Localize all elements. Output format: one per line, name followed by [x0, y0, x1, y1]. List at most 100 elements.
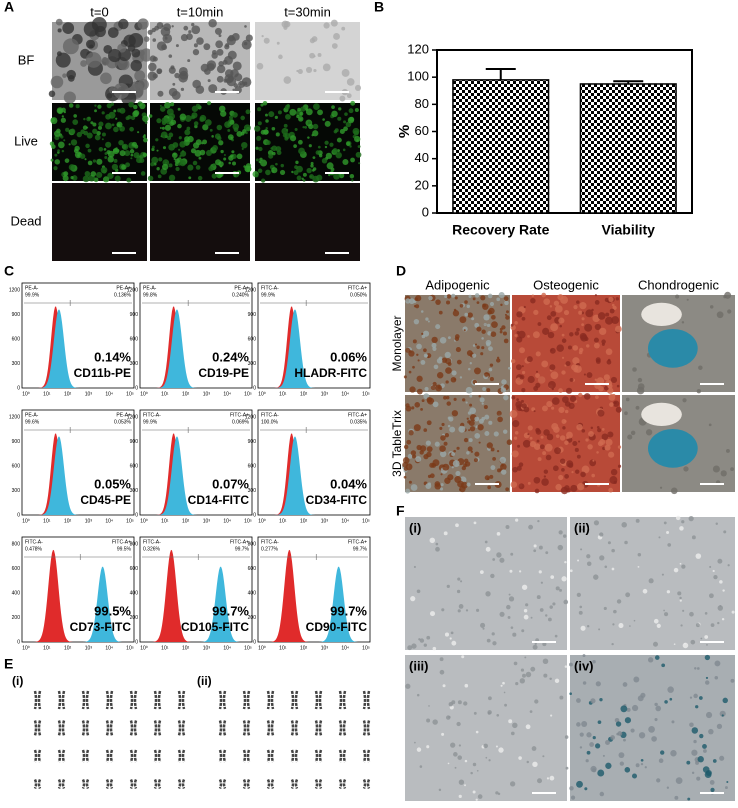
texture	[440, 483, 444, 487]
texture	[416, 693, 420, 697]
texture	[54, 159, 61, 165]
texture	[552, 602, 556, 606]
texture	[520, 668, 525, 672]
texture	[164, 102, 171, 109]
texture	[485, 546, 491, 552]
texture	[410, 450, 417, 456]
texture	[84, 170, 91, 177]
texture	[582, 681, 587, 685]
texture	[416, 747, 422, 752]
texture	[465, 609, 469, 612]
texture	[435, 546, 440, 552]
texture	[98, 147, 104, 152]
texture	[545, 551, 549, 555]
texture	[436, 371, 444, 379]
texture	[48, 90, 56, 98]
texture	[549, 677, 552, 681]
texture	[216, 75, 224, 83]
texture	[537, 322, 542, 326]
texture	[432, 719, 438, 725]
texture	[578, 392, 583, 398]
texture	[551, 406, 555, 410]
texture	[256, 135, 262, 141]
texture	[168, 113, 176, 120]
texture	[559, 324, 562, 328]
chromosome	[129, 720, 138, 736]
micrograph	[147, 101, 252, 182]
x-tick-label: 10⁵	[244, 645, 252, 651]
texture	[169, 121, 174, 126]
texture	[543, 429, 550, 436]
y-tick-label: 600	[12, 337, 21, 343]
texture	[285, 113, 291, 120]
chromosome	[314, 749, 323, 763]
texture	[625, 397, 630, 402]
gate-label: FITC-A-	[261, 539, 279, 545]
texture	[496, 358, 501, 363]
texture	[94, 134, 101, 141]
texture	[488, 346, 493, 352]
texture	[458, 488, 462, 492]
texture	[423, 428, 428, 432]
texture	[96, 158, 103, 165]
y-tick-label: 1200	[127, 415, 138, 421]
texture	[85, 143, 90, 149]
texture	[152, 56, 158, 62]
texture	[675, 294, 680, 299]
texture	[432, 401, 439, 408]
texture	[477, 794, 483, 799]
chromosome	[218, 749, 227, 763]
texture	[648, 578, 654, 584]
texture	[316, 174, 323, 181]
texture	[609, 402, 614, 407]
gate-percent: 99.6%	[25, 419, 40, 425]
texture	[297, 139, 303, 145]
texture	[307, 121, 311, 125]
texture	[659, 486, 663, 489]
texture	[561, 333, 565, 337]
texture	[161, 25, 164, 28]
texture	[125, 162, 131, 168]
texture	[174, 158, 180, 164]
texture	[188, 30, 192, 34]
texture	[423, 353, 428, 358]
texture	[521, 316, 526, 321]
texture	[122, 143, 129, 150]
texture	[101, 132, 106, 137]
texture	[330, 19, 338, 27]
texture	[312, 130, 319, 137]
texture	[537, 519, 540, 523]
x-tick-label: 10¹	[161, 518, 169, 524]
texture	[403, 466, 408, 471]
texture	[205, 119, 212, 126]
texture	[414, 741, 416, 744]
texture	[474, 433, 481, 439]
texture	[225, 43, 230, 48]
y-tick-label: 400	[12, 591, 21, 597]
texture	[190, 148, 197, 154]
texture	[454, 476, 462, 484]
texture	[713, 575, 718, 580]
texture	[349, 116, 355, 122]
chromosome	[362, 778, 371, 790]
texture	[413, 305, 417, 308]
marker-name: CD73-FITC	[70, 620, 132, 634]
texture	[519, 678, 525, 684]
texture	[666, 786, 670, 789]
texture	[550, 371, 559, 380]
texture	[236, 130, 243, 137]
texture	[608, 296, 614, 303]
texture	[339, 95, 346, 102]
texture	[521, 388, 526, 393]
bar	[452, 79, 550, 214]
image-bg	[570, 517, 735, 650]
texture	[602, 754, 605, 757]
texture	[521, 365, 524, 368]
texture	[177, 123, 182, 129]
texture	[626, 707, 631, 712]
texture	[522, 673, 526, 678]
texture	[680, 624, 683, 627]
texture	[445, 367, 452, 374]
texture	[567, 345, 573, 350]
texture	[579, 746, 583, 749]
